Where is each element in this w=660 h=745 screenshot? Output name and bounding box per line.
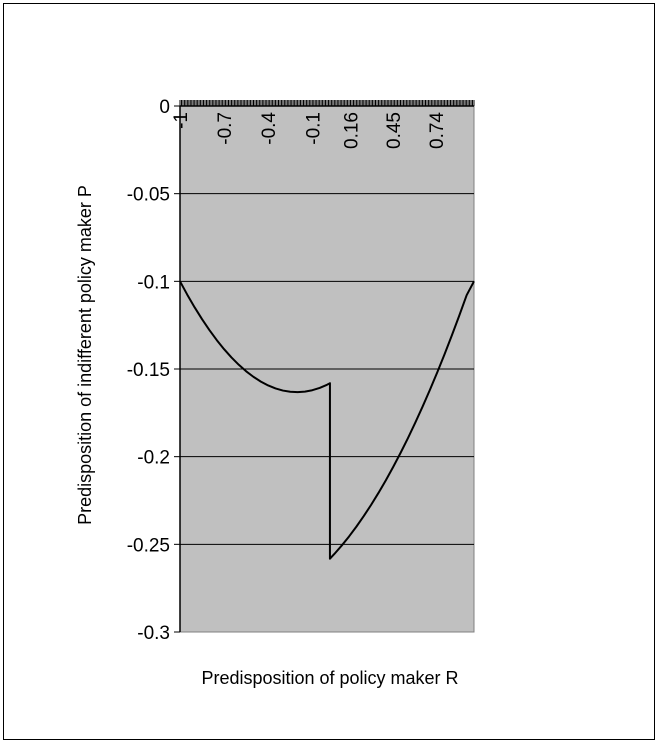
x-tick-label: -1 xyxy=(171,112,192,129)
axes: 0 -0.05 -0.1 -0.15 -0.2 -0.25 -0.3 -1 -0.7 -0.4 -0… xyxy=(127,97,475,644)
x-tick-label: 0.16 xyxy=(342,112,363,149)
x-axis-title: Predisposition of policy maker R xyxy=(201,668,458,688)
y-tick-label: -0.25 xyxy=(127,535,170,556)
x-tick-label: -0.4 xyxy=(259,112,280,145)
y-tick-label: -0.05 xyxy=(127,185,170,206)
y-tick-label: -0.1 xyxy=(137,272,170,293)
y-tick-label: -0.2 xyxy=(137,448,170,469)
series-line xyxy=(179,280,475,560)
y-tick-label: 0 xyxy=(159,97,170,118)
y-axis-title: Predisposition of indifferent policy mak… xyxy=(75,185,95,525)
x-tick-label: -0.1 xyxy=(303,112,324,145)
x-tick-label: 0.45 xyxy=(384,112,405,149)
x-tick-label: 0.74 xyxy=(427,112,448,149)
x-tick-label: -0.7 xyxy=(215,112,236,145)
series-layer xyxy=(179,280,475,560)
y-tick-label: -0.3 xyxy=(137,623,170,644)
y-tick-label: -0.15 xyxy=(127,360,170,381)
grid-lines xyxy=(180,193,474,545)
